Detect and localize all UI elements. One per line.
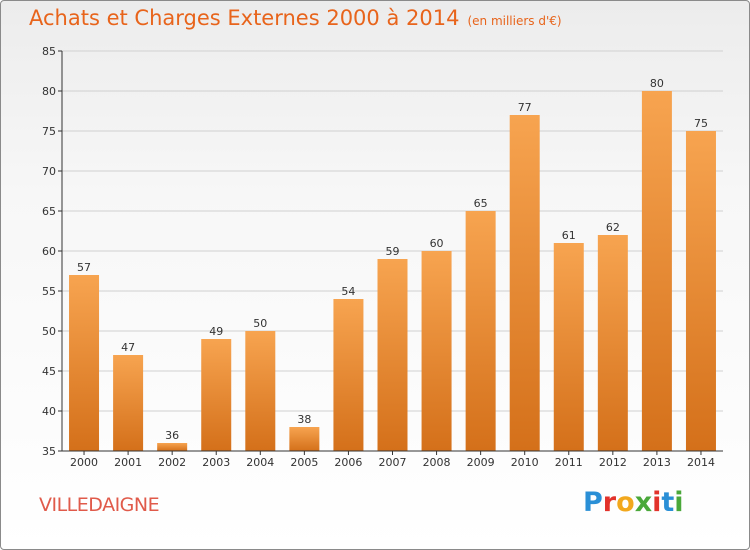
bar-value-label: 77 xyxy=(518,101,532,114)
bar-2005 xyxy=(289,427,320,451)
title-unit: (en milliers d'€) xyxy=(467,14,562,28)
y-tick-label: 75 xyxy=(42,125,56,138)
bar-value-label: 75 xyxy=(694,117,708,130)
bar-2009 xyxy=(465,211,496,451)
x-tick-label: 2005 xyxy=(290,456,318,469)
x-tick-label: 2008 xyxy=(423,456,451,469)
logo-letter: i xyxy=(674,487,684,518)
x-tick-label: 2002 xyxy=(158,456,186,469)
bar-value-label: 57 xyxy=(77,261,91,274)
bar-2012 xyxy=(597,235,628,451)
bar-value-label: 59 xyxy=(386,245,400,258)
logo-letter: t xyxy=(661,487,675,518)
bar-2007 xyxy=(377,259,408,451)
x-tick-label: 2010 xyxy=(511,456,539,469)
x-tick-label: 2001 xyxy=(114,456,142,469)
y-tick-label: 50 xyxy=(42,325,56,338)
bar-value-label: 62 xyxy=(606,221,620,234)
bar-value-label: 61 xyxy=(562,229,576,242)
bar-2008 xyxy=(421,251,452,451)
bar-2013 xyxy=(641,91,672,451)
x-tick-label: 2014 xyxy=(687,456,715,469)
bar-value-label: 47 xyxy=(121,341,135,354)
x-tick-label: 2013 xyxy=(643,456,671,469)
logo-letter: x xyxy=(634,487,653,518)
bars: 57 47 36 49 50 38 54 59 60 65 77 61 62 80 75 xyxy=(69,77,716,451)
y-tick-label: 80 xyxy=(42,85,56,98)
x-tick-label: 2003 xyxy=(202,456,230,469)
logo-letter: r xyxy=(602,487,617,518)
chart-title: Achats et Charges Externes 2000 à 2014 (e… xyxy=(29,6,562,30)
bar-2001 xyxy=(113,355,144,451)
logo-letter: P xyxy=(583,487,603,518)
y-tick-label: 40 xyxy=(42,405,56,418)
bar-2006 xyxy=(333,299,364,451)
y-tick-label: 35 xyxy=(42,445,56,458)
y-tick-label: 65 xyxy=(42,205,56,218)
bar-value-label: 80 xyxy=(650,77,664,90)
bar-2010 xyxy=(509,115,540,451)
logo-letter: o xyxy=(616,487,635,518)
bar-value-label: 60 xyxy=(430,237,444,250)
x-tick-label: 2012 xyxy=(599,456,627,469)
x-tick-label: 2009 xyxy=(467,456,495,469)
x-tick-label: 2007 xyxy=(379,456,407,469)
axes: 35 40 45 50 55 60 65 70 75 80 85 2000 2001 2002 2003 20… xyxy=(42,45,723,469)
proxiti-logo[interactable]: Proxiti xyxy=(583,487,684,518)
y-tick-label: 45 xyxy=(42,365,56,378)
x-tick-label: 2000 xyxy=(70,456,98,469)
logo-letter: i xyxy=(652,487,662,518)
y-tick-label: 55 xyxy=(42,285,56,298)
bar-value-label: 38 xyxy=(297,413,311,426)
bar-value-label: 50 xyxy=(253,317,267,330)
x-tick-label: 2006 xyxy=(334,456,362,469)
place-name: VILLEDAIGNE xyxy=(39,494,160,516)
bar-value-label: 65 xyxy=(474,197,488,210)
bar-2003 xyxy=(201,339,232,451)
y-tick-label: 85 xyxy=(42,45,56,58)
title-text: Achats et Charges Externes 2000 à 2014 xyxy=(29,6,460,30)
bar-2014 xyxy=(685,131,716,451)
y-tick-label: 70 xyxy=(42,165,56,178)
bar-2004 xyxy=(245,331,276,451)
y-tick-label: 60 xyxy=(42,245,56,258)
bar-value-label: 36 xyxy=(165,429,179,442)
x-tick-label: 2011 xyxy=(555,456,583,469)
bar-value-label: 54 xyxy=(341,285,355,298)
bar-value-label: 49 xyxy=(209,325,223,338)
bar-2002 xyxy=(157,443,188,451)
bar-2011 xyxy=(553,243,584,451)
bar-2000 xyxy=(69,275,100,451)
x-tick-label: 2004 xyxy=(246,456,274,469)
